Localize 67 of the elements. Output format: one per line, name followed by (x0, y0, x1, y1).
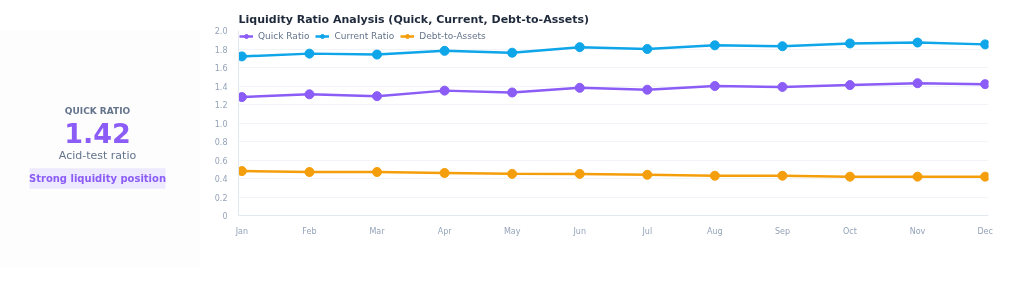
point (980, 171, 989, 182)
point (574, 168, 585, 179)
point (574, 82, 585, 93)
point (372, 49, 383, 60)
point (439, 167, 450, 178)
point (844, 80, 855, 91)
point (777, 81, 788, 92)
y-tick-label: 1.6 (214, 64, 228, 73)
point (777, 170, 788, 181)
x-tick-label: Jan (234, 226, 249, 236)
text: Strong liquidity position (28, 172, 167, 184)
text: 1.42 (64, 118, 131, 150)
x-tick-label: Oct (843, 226, 857, 236)
point (912, 37, 923, 48)
point (709, 40, 720, 51)
point (507, 168, 518, 179)
y-tick-label: 0.8 (214, 138, 228, 147)
point (777, 41, 788, 52)
x-tick-label: May (503, 226, 521, 236)
x-tick-label: Aug (707, 226, 723, 236)
legend-label: Quick Ratio (258, 31, 310, 41)
text: Acid-test ratio (58, 149, 137, 163)
point (304, 167, 315, 178)
legend-label: Debt-to-Assets (419, 31, 486, 41)
point (372, 167, 383, 178)
point (844, 38, 855, 49)
x-tick-label: Jun (572, 226, 586, 236)
x-tick-label: Sep (774, 226, 790, 236)
point (642, 169, 653, 180)
point (439, 45, 450, 56)
x-tick-label: Feb (302, 226, 317, 236)
x-tick-label: Dec (977, 226, 993, 236)
y-tick-label: 0.2 (214, 193, 228, 203)
y-tick-label: 2.0 (214, 27, 228, 36)
point (912, 171, 923, 182)
point (980, 39, 989, 50)
point (642, 44, 653, 54)
y-tick-label: 1.2 (214, 101, 228, 110)
y-tick-label: 1.8 (214, 45, 228, 55)
point (709, 170, 720, 181)
point (238, 92, 247, 103)
point (304, 48, 315, 59)
point (507, 87, 518, 98)
y-tick-label: 1.0 (214, 119, 228, 129)
x-tick-label: Apr (437, 226, 453, 236)
y-tick-label: 0.4 (214, 175, 228, 184)
point (642, 84, 653, 95)
y-tick-label: 0.6 (214, 156, 228, 166)
y-tick-label: 1.4 (214, 82, 228, 92)
point (238, 166, 247, 177)
legend-label: Current Ratio (334, 31, 395, 41)
point (372, 91, 383, 102)
point (304, 89, 315, 100)
point (507, 47, 518, 58)
x-tick-label: Jul (641, 226, 653, 236)
text: QUICK RATIO (64, 105, 131, 116)
chart-title: Liquidity Ratio Analysis (Quick, Current, Debt-to-Assets) (238, 12, 590, 26)
point (980, 79, 989, 90)
x-tick-label: Mar (369, 226, 386, 236)
point (912, 78, 923, 89)
point (574, 42, 585, 53)
point (844, 171, 855, 182)
point (439, 85, 450, 96)
x-tick-label: Nov (909, 226, 926, 236)
point (238, 51, 247, 62)
y-tick-label: 0 (222, 212, 228, 221)
point (709, 81, 720, 91)
